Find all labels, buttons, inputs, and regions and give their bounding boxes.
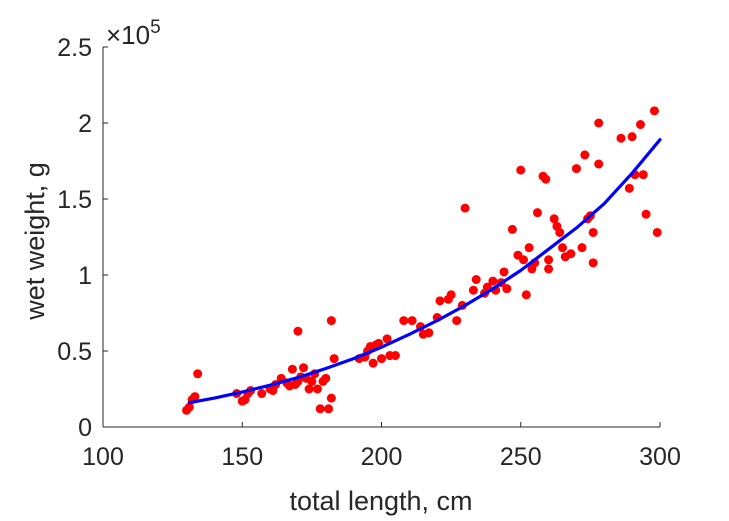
data-point	[555, 227, 565, 237]
plot-area: 100 150 200 250 300 0 0.5 1 1.5 2 2.5	[57, 34, 681, 471]
data-point	[324, 404, 334, 414]
data-point	[499, 267, 509, 277]
data-point	[293, 326, 303, 336]
data-point	[652, 227, 662, 237]
data-point	[544, 264, 554, 274]
data-point	[368, 358, 378, 368]
data-point	[424, 328, 434, 338]
data-point	[594, 159, 604, 169]
data-point	[452, 316, 462, 326]
data-point	[544, 255, 554, 265]
data-point	[636, 120, 646, 130]
data-point	[558, 243, 568, 253]
y-tick-label: 2.5	[57, 34, 92, 62]
data-point	[312, 384, 322, 394]
data-point	[588, 258, 598, 268]
data-point	[580, 150, 590, 160]
data-point	[519, 255, 529, 265]
data-point	[190, 392, 200, 402]
y-tick-label: 1.5	[57, 186, 92, 214]
data-point	[638, 170, 648, 180]
data-point	[571, 164, 581, 174]
data-point	[326, 393, 336, 403]
data-point	[435, 296, 445, 306]
data-point	[624, 183, 634, 193]
data-point	[524, 243, 534, 253]
y-ticks: 0 0.5 1 1.5 2 2.5	[57, 34, 108, 442]
data-point	[446, 290, 456, 300]
data-point	[488, 276, 498, 286]
x-tick-label: 300	[639, 443, 681, 471]
y-tick-label: 1	[78, 262, 92, 290]
data-point	[326, 316, 336, 326]
data-point	[287, 364, 297, 374]
data-point	[641, 209, 651, 219]
data-point	[374, 338, 384, 348]
fit-curve-line	[187, 138, 662, 405]
y-tick-label: 2	[78, 110, 92, 138]
data-point	[532, 208, 542, 218]
data-point	[193, 369, 203, 379]
y-multiplier-exponent: 5	[150, 17, 161, 38]
data-point	[627, 132, 637, 142]
y-axis-title: wet weight, g	[20, 162, 50, 321]
data-point	[407, 316, 417, 326]
x-tick-label: 100	[82, 443, 124, 471]
data-point	[521, 290, 531, 300]
data-point	[502, 284, 512, 294]
data-point	[315, 404, 325, 414]
data-point	[321, 373, 331, 383]
x-tick-label: 200	[361, 443, 403, 471]
data-point	[577, 243, 587, 253]
y-tick-label: 0.5	[57, 338, 92, 366]
data-point	[649, 106, 659, 116]
data-point	[307, 376, 317, 386]
data-point	[184, 402, 194, 412]
data-point	[471, 275, 481, 285]
data-point	[390, 351, 400, 361]
data-point	[460, 203, 470, 213]
data-point	[382, 334, 392, 344]
y-axis-multiplier: ×105	[106, 17, 161, 50]
y-multiplier-prefix: ×10	[106, 20, 150, 50]
data-point	[377, 354, 386, 364]
data-point	[399, 316, 409, 326]
data-point	[257, 389, 267, 399]
x-tick-label: 150	[221, 443, 263, 471]
data-point	[299, 363, 309, 373]
data-point	[588, 227, 598, 237]
x-tick-label: 250	[500, 443, 542, 471]
data-point	[616, 133, 626, 143]
data-point	[516, 165, 526, 175]
data-point	[549, 214, 559, 224]
data-point	[329, 354, 339, 364]
scatter-series	[182, 106, 662, 415]
data-point	[566, 249, 576, 259]
x-axis-title: total length, cm	[289, 486, 472, 516]
data-point	[541, 174, 551, 184]
data-point	[594, 118, 604, 128]
data-point	[468, 285, 478, 295]
x-ticks: 100 150 200 250 300	[82, 422, 681, 471]
y-tick-label: 0	[78, 414, 92, 442]
data-point	[304, 384, 314, 394]
data-point	[507, 224, 517, 234]
